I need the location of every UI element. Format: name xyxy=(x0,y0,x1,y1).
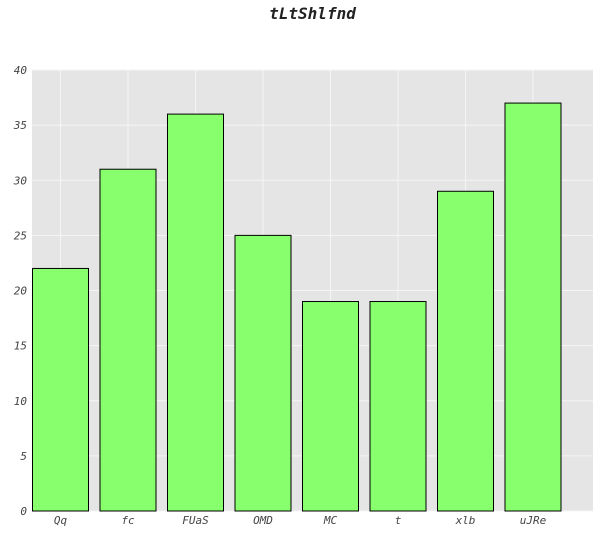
bar-Qq xyxy=(32,267,89,512)
y-tick-label: 40 xyxy=(14,64,28,77)
y-tick-label: 30 xyxy=(13,174,28,187)
y-tick-label: 35 xyxy=(13,119,27,132)
x-tick-label: FUaS xyxy=(182,514,209,527)
y-tick-label: 0 xyxy=(20,505,27,518)
bar-FUaS xyxy=(167,113,224,512)
x-tick-label: fc xyxy=(121,514,135,527)
bar-fc xyxy=(99,168,157,512)
bar-uJRe xyxy=(504,102,562,512)
x-tick-label: t xyxy=(395,514,402,527)
y-tick-label: 20 xyxy=(14,285,28,298)
bar-xlb xyxy=(437,190,494,512)
chart-title: tLtShlfnd xyxy=(269,4,356,23)
x-tick-label: Qq xyxy=(54,514,68,527)
y-tick-label: 10 xyxy=(14,395,28,408)
y-axis-ticks: 0 5 10 15 20 25 30 35 40 xyxy=(13,64,28,518)
x-axis-ticks: Qq fc FUaS OMD MC t xlb uJRe xyxy=(54,514,547,527)
bar-OMD xyxy=(234,234,292,512)
y-tick-label: 5 xyxy=(20,450,27,463)
bar-t xyxy=(369,301,427,512)
x-tick-label: uJRe xyxy=(520,514,547,527)
x-tick-label: MC xyxy=(323,514,338,527)
y-tick-label: 15 xyxy=(14,340,27,353)
bar-MC xyxy=(302,301,359,512)
x-tick-label: OMD xyxy=(253,514,273,527)
bars xyxy=(32,102,562,512)
y-tick-label: 25 xyxy=(14,229,27,242)
x-tick-label: xlb xyxy=(455,514,476,527)
